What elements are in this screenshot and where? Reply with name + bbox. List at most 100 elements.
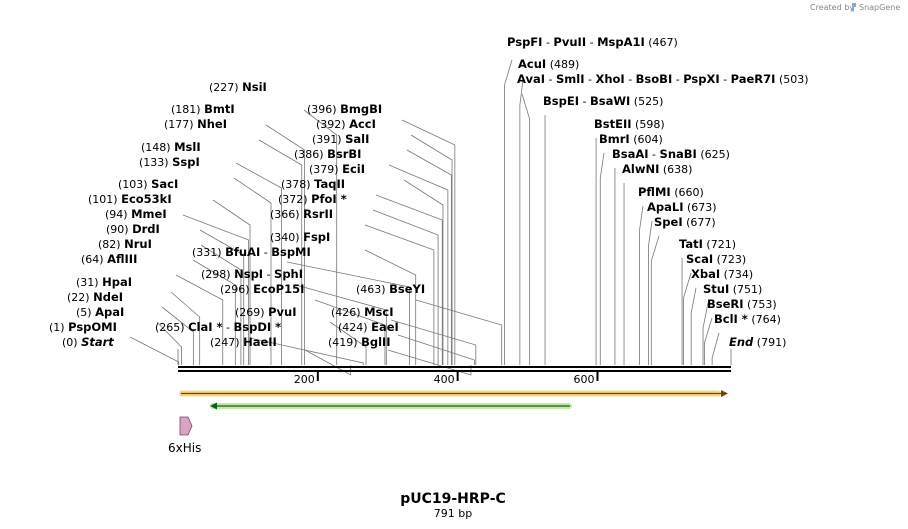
site-bseyi[interactable]: (463) BseYI xyxy=(356,282,425,296)
site-bcli[interactable]: BclI * (764) xyxy=(714,312,781,326)
site-separator: - xyxy=(545,73,556,86)
leader-sali xyxy=(406,149,452,365)
site-apai[interactable]: (5) ApaI xyxy=(76,305,124,319)
backbone xyxy=(178,366,731,372)
feature-6xhis[interactable]: 6xHis xyxy=(168,416,201,455)
leader-fspi xyxy=(364,249,417,365)
site-haeii[interactable]: (247) HaeII xyxy=(210,335,277,349)
leader-eaei xyxy=(397,334,475,365)
leader-msci xyxy=(390,319,477,365)
site-position: (366) xyxy=(270,208,300,221)
site-pspomi[interactable]: (1) PspOMI xyxy=(49,320,117,334)
site-separator: - xyxy=(586,36,597,49)
site-separator: - xyxy=(263,268,274,281)
site-spei[interactable]: SpeI (677) xyxy=(654,215,716,229)
site-name: EaeI xyxy=(371,320,399,334)
site-name: NsiI xyxy=(242,80,267,94)
site-ndei[interactable]: (22) NdeI xyxy=(67,290,123,304)
site-nsii[interactable]: (227) NsiI xyxy=(209,80,267,94)
site-name: ClaI * xyxy=(188,320,222,334)
site-eco53ki[interactable]: (101) Eco53kI xyxy=(88,192,172,206)
site-separator: - xyxy=(579,95,590,108)
leader-bseri xyxy=(704,317,713,365)
site-name: BsrBI xyxy=(327,147,361,161)
site-bseri[interactable]: BseRI (753) xyxy=(707,297,777,311)
site-end[interactable]: End (791) xyxy=(729,335,786,349)
site-name: PspXI xyxy=(683,72,719,86)
leader-saci xyxy=(212,199,251,365)
leader-pspfi xyxy=(504,59,513,365)
site-clai[interactable]: (265) ClaI * - BspDI * xyxy=(155,320,281,334)
site-leaders xyxy=(129,59,732,376)
site-name: BmtI xyxy=(204,102,235,116)
site-position: (64) xyxy=(81,253,104,266)
site-name: BspEI xyxy=(543,94,579,108)
site-position: (331) xyxy=(192,246,222,259)
site-nrui[interactable]: (82) NruI xyxy=(98,237,152,251)
site-afliii[interactable]: (64) AflIII xyxy=(81,252,137,266)
site-saci[interactable]: (103) SacI xyxy=(118,177,178,191)
leader-acui xyxy=(519,79,524,365)
site-position: (677) xyxy=(686,216,716,229)
orange-arrow[interactable] xyxy=(179,390,728,397)
feature-6xhis-arrow-icon xyxy=(179,416,193,436)
leader-clai xyxy=(249,337,364,365)
site-ecop15i[interactable]: (296) EcoP15I xyxy=(220,282,304,296)
site-stui[interactable]: StuI (751) xyxy=(703,282,762,296)
site-name: SphI xyxy=(274,267,303,281)
leader-bmgbi xyxy=(401,119,456,365)
site-sspi[interactable]: (133) SspI xyxy=(139,155,200,169)
leader-pflmi xyxy=(639,205,644,365)
site-acci[interactable]: (392) AccI xyxy=(316,117,376,131)
site-pspfi[interactable]: PspFI - PvuII - MspA1I (467) xyxy=(507,35,678,49)
site-eaei[interactable]: (424) EaeI xyxy=(338,320,399,334)
site-nspi[interactable]: (298) NspI - SphI xyxy=(201,267,303,281)
site-name: PvuI xyxy=(268,305,296,319)
site-alwni[interactable]: AlwNI (638) xyxy=(622,162,692,176)
site-position: (424) xyxy=(338,321,368,334)
site-bmti[interactable]: (181) BmtI xyxy=(171,102,235,116)
site-tati[interactable]: TatI (721) xyxy=(679,237,736,251)
site-mmei[interactable]: (94) MmeI xyxy=(105,207,167,221)
site-bmgbi[interactable]: (396) BmgBI xyxy=(307,102,382,116)
site-scai[interactable]: ScaI (723) xyxy=(686,252,746,266)
site-bglii[interactable]: (419) BglII xyxy=(328,335,391,349)
site-name: ApaI xyxy=(95,305,124,319)
site-name: PspOMI xyxy=(68,320,117,334)
site-pvui[interactable]: (269) PvuI xyxy=(235,305,296,319)
site-hpai[interactable]: (31) HpaI xyxy=(76,275,132,289)
site-position: (148) xyxy=(141,141,171,154)
site-sali[interactable]: (391) SalI xyxy=(312,132,369,146)
site-xbai[interactable]: XbaI (734) xyxy=(691,267,753,281)
leader-avai xyxy=(521,93,531,365)
site-name: MslI xyxy=(174,140,201,154)
leader-nsii xyxy=(303,109,338,365)
site-rsrii[interactable]: (366) RsrII xyxy=(270,207,333,221)
site-acui[interactable]: AcuI (489) xyxy=(518,57,579,71)
site-fspi[interactable]: (340) FspI xyxy=(270,230,330,244)
site-apali[interactable]: ApaLI (673) xyxy=(647,200,717,214)
site-bsaai[interactable]: BsaAI - SnaBI (625) xyxy=(612,147,730,161)
site-msci[interactable]: (426) MscI xyxy=(331,305,393,319)
site-start[interactable]: (0) Start xyxy=(62,335,114,349)
site-avai[interactable]: AvaI - SmlI - XhoI - BsoBI - PspXI - Pae… xyxy=(517,72,809,86)
leader-ecop15i xyxy=(314,299,386,365)
site-position: (5) xyxy=(76,306,92,319)
site-bsrbi[interactable]: (386) BsrBI xyxy=(294,147,361,161)
site-ecii[interactable]: (379) EciI xyxy=(309,162,365,176)
site-nhei[interactable]: (177) NheI xyxy=(164,117,227,131)
site-drdi[interactable]: (90) DrdI xyxy=(106,222,160,236)
site-bfuai[interactable]: (331) BfuAI - BspMI xyxy=(192,245,311,259)
site-bspei[interactable]: BspEI - BsaWI (525) xyxy=(543,94,663,108)
site-msli[interactable]: (148) MslI xyxy=(141,140,201,154)
site-taqii[interactable]: (378) TaqII xyxy=(281,177,345,191)
site-position: (378) xyxy=(281,178,311,191)
site-bmri[interactable]: BmrI (604) xyxy=(599,132,663,146)
site-pfoi[interactable]: (372) PfoI * xyxy=(278,192,347,206)
site-bsteii[interactable]: BstEII (598) xyxy=(594,117,665,131)
site-pflmi[interactable]: PflMI (660) xyxy=(638,185,704,199)
site-position: (94) xyxy=(105,208,128,221)
site-separator: - xyxy=(223,321,234,334)
site-position: (181) xyxy=(171,103,201,116)
green-arrow[interactable] xyxy=(210,402,572,410)
